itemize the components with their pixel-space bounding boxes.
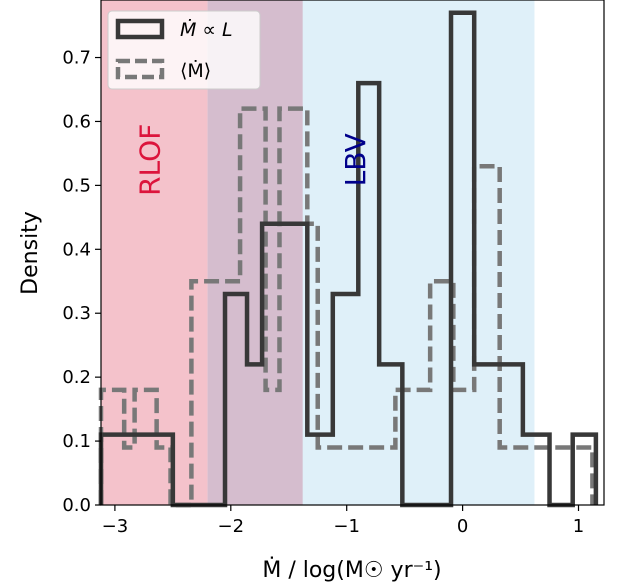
x-tick-label: −2 <box>218 516 245 537</box>
x-tick-label: 0 <box>457 516 468 537</box>
y-tick-label: 0.2 <box>62 367 91 388</box>
y-tick-label: 0.1 <box>62 431 91 452</box>
x-tick-label: 1 <box>573 516 584 537</box>
x-tick-label: −3 <box>102 516 129 537</box>
y-tick-label: 0.3 <box>62 303 91 324</box>
histogram-dashed-series <box>98 106 595 508</box>
y-tick-label: 0.6 <box>62 111 91 132</box>
region-labels: RLOF LBV <box>134 124 372 196</box>
legend-label-dashed: ⟨Ṁ⟩ <box>180 59 211 82</box>
y-tick-label: 0.5 <box>62 175 91 196</box>
legend-box <box>107 10 261 90</box>
legend-swatch-solid <box>115 18 165 40</box>
x-tick-label: −1 <box>333 516 360 537</box>
histogram-solid-series <box>98 10 599 508</box>
legend-label-solid: Ṁ ∝ L <box>180 18 233 41</box>
x-axis-label: Ṁ / log(M☉ yr⁻¹) <box>262 557 441 583</box>
y-tick-label: 0.0 <box>62 495 91 516</box>
y-tick-label: 0.4 <box>62 239 91 260</box>
legend: Ṁ ∝ L ⟨Ṁ⟩ <box>107 10 261 90</box>
region-label-lbv: LBV <box>339 133 372 186</box>
histogram-series <box>98 10 599 508</box>
legend-swatch-dashed <box>115 58 165 80</box>
plot-frame <box>100 0 605 506</box>
y-tick-label: 0.7 <box>62 48 91 69</box>
axis-ticks: −3 −2 −1 0 1 0.0 0.1 0.2 0.3 0.4 0.5 0.6 0.7 <box>62 48 584 537</box>
region-label-rlof: RLOF <box>134 124 167 196</box>
y-axis-label: Density <box>18 211 43 295</box>
